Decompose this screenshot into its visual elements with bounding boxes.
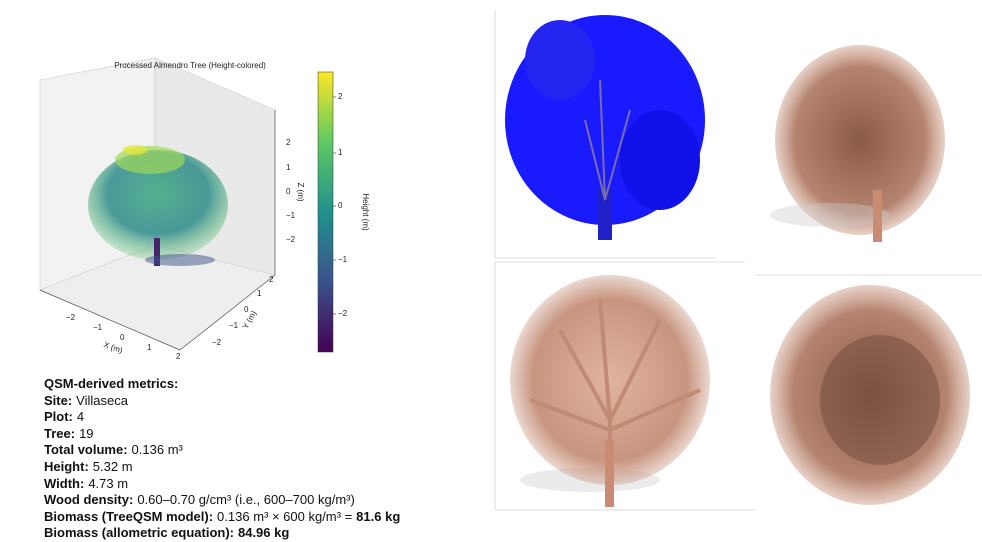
z-tick-label: −1 bbox=[286, 211, 296, 220]
metric-label: Wood density: bbox=[44, 492, 133, 507]
colorbar-tick-label: −2 bbox=[338, 309, 348, 318]
metric-value: Villaseca bbox=[76, 393, 128, 408]
metric-row: Biomass (allometric equation): 84.96 kg bbox=[44, 525, 400, 542]
metric-value: 19 bbox=[79, 426, 93, 441]
render-branches bbox=[495, 262, 755, 510]
trunk bbox=[873, 190, 882, 242]
shadow bbox=[770, 203, 890, 227]
y-tick-label: −2 bbox=[212, 338, 222, 347]
metric-row: Plot: 4 bbox=[44, 409, 400, 426]
metrics-heading: QSM-derived metrics: bbox=[44, 376, 178, 391]
metric-value: 0.136 m³ bbox=[132, 442, 183, 457]
metric-value: 0.60–0.70 g/cm³ (i.e., 600–700 kg/m³) bbox=[137, 492, 355, 507]
metric-label: Biomass (allometric equation): bbox=[44, 525, 234, 540]
metric-row: Total volume: 0.136 m³ bbox=[44, 442, 400, 459]
metric-row: Biomass (TreeQSM model): 0.136 m³ × 600 k… bbox=[44, 509, 400, 526]
z-tick-label: −2 bbox=[286, 235, 296, 244]
crown-top bbox=[123, 145, 147, 155]
render-blue bbox=[495, 10, 715, 258]
x-axis-label: X (m) bbox=[102, 340, 124, 355]
metric-label: Total volume: bbox=[44, 442, 128, 457]
x-tick-label: 2 bbox=[176, 352, 181, 361]
colorbar-label: Height (m) bbox=[361, 193, 370, 231]
y-tick-label: −1 bbox=[229, 321, 239, 330]
x-tick-label: −2 bbox=[66, 313, 76, 322]
x-tick-label: 1 bbox=[147, 343, 152, 352]
metric-label: Plot: bbox=[44, 409, 73, 424]
metric-result: 84.96 kg bbox=[238, 525, 289, 540]
z-tick-label: 1 bbox=[286, 163, 291, 172]
metric-row: Wood density: 0.60–0.70 g/cm³ (i.e., 600–… bbox=[44, 492, 400, 509]
metric-label: Biomass (TreeQSM model): bbox=[44, 509, 213, 524]
colorbar bbox=[318, 72, 333, 352]
metric-row: Height: 5.32 m bbox=[44, 459, 400, 476]
z-axis-label: Z (m) bbox=[296, 182, 305, 201]
understory bbox=[145, 254, 215, 266]
metric-label: Height: bbox=[44, 459, 89, 474]
z-tick-label: 2 bbox=[286, 138, 291, 147]
colorbar-tick-label: 0 bbox=[338, 201, 343, 210]
plot-title: Processed Almendro Tree (Height-colored) bbox=[114, 61, 266, 70]
render-top bbox=[755, 275, 982, 505]
render-dense bbox=[770, 45, 945, 242]
z-tick-label: 0 bbox=[286, 187, 291, 196]
metric-result: 81.6 kg bbox=[356, 509, 400, 524]
metric-value: 4 bbox=[77, 409, 84, 424]
metric-row: Width: 4.73 m bbox=[44, 476, 400, 493]
crown bbox=[620, 110, 700, 210]
colorbar-tick-label: 2 bbox=[338, 92, 343, 101]
page: Processed Almendro Tree (Height-colored)… bbox=[0, 0, 982, 538]
metric-label: Width: bbox=[44, 476, 84, 491]
x-tick-label: −1 bbox=[93, 323, 103, 332]
crown bbox=[525, 20, 595, 100]
metric-row: Tree: 19 bbox=[44, 426, 400, 443]
metric-label: Tree: bbox=[44, 426, 75, 441]
crown-core bbox=[820, 335, 940, 465]
metric-value: 0.136 m³ × 600 kg/m³ = bbox=[217, 509, 352, 524]
metric-row: Site: Villaseca bbox=[44, 393, 400, 410]
x-tick-label: 0 bbox=[120, 333, 125, 342]
colorbar-tick-label: 1 bbox=[338, 148, 343, 157]
y-tick-label: 0 bbox=[244, 305, 249, 314]
metric-label: Site: bbox=[44, 393, 72, 408]
metric-value: 4.73 m bbox=[88, 476, 128, 491]
trunk bbox=[605, 440, 614, 507]
y-tick-label: 2 bbox=[269, 275, 274, 284]
colorbar-tick-label: −1 bbox=[338, 255, 348, 264]
y-tick-label: 1 bbox=[257, 289, 262, 298]
metric-value: 5.32 m bbox=[93, 459, 133, 474]
